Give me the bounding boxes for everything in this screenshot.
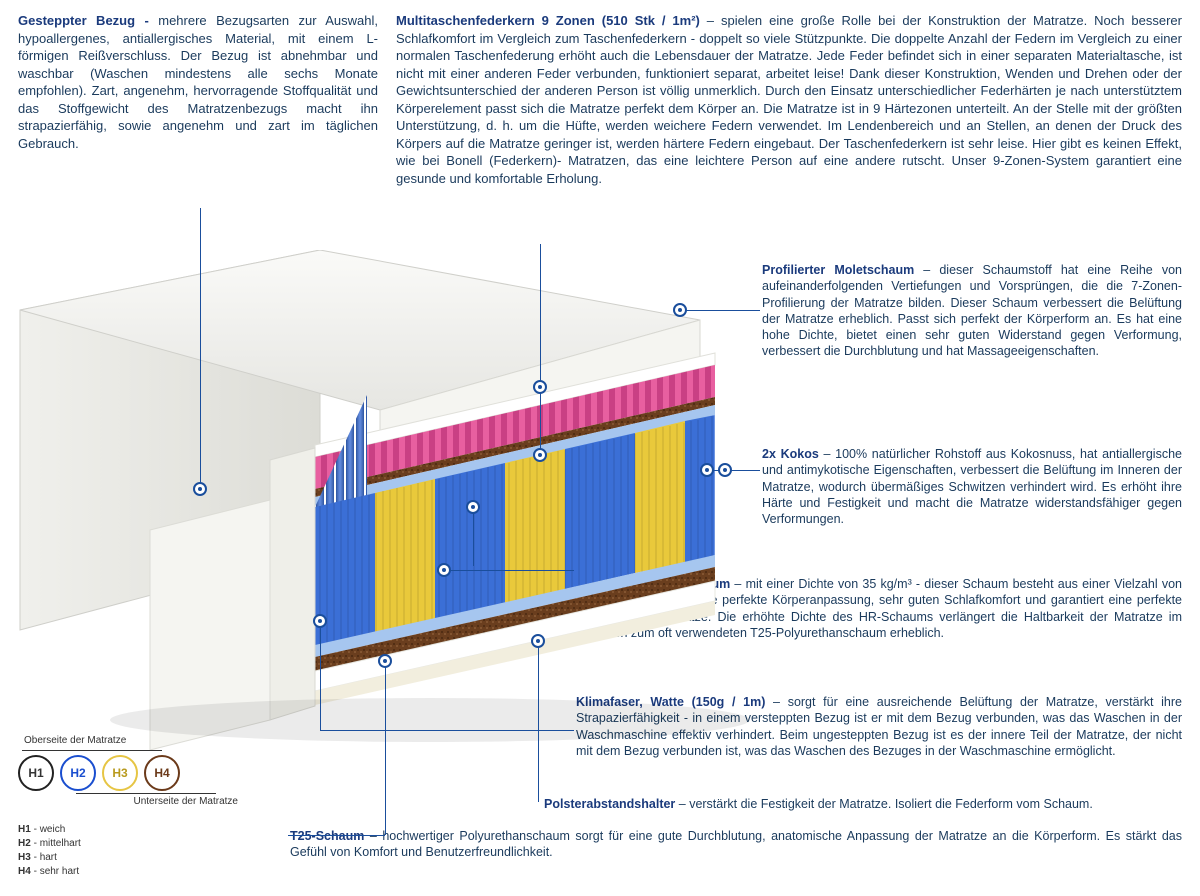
- springs-body: – spielen eine große Rolle bei der Konst…: [396, 13, 1182, 186]
- section-molet: Profilierter Moletschaum – dieser Schaum…: [762, 262, 1182, 360]
- molet-title: Profilierter Moletschaum: [762, 263, 914, 277]
- polster-title: Polsterabstandshalter: [544, 797, 675, 811]
- springs-title: Multitaschenfederkern 9 Zonen (510 Stk /…: [396, 13, 707, 28]
- hardness-h2: H2: [60, 755, 96, 791]
- cover-body: mehrere Bezugsarten zur Auswahl, hypoall…: [18, 13, 378, 151]
- hardness-h4: H4: [144, 755, 180, 791]
- hardness-list: H1 - weich H2 - mittelhart H3 - hart H4 …: [18, 823, 298, 879]
- hardness-h3: H3: [102, 755, 138, 791]
- section-kokos: 2x Kokos – 100% natürlicher Rohstoff aus…: [762, 446, 1182, 527]
- hardness-legend: Oberseite der Matratze H1 H2 H3 H4 Unter…: [18, 735, 298, 879]
- cover-title: Gesteppter Bezug -: [18, 13, 158, 28]
- legend-bottom-label: Unterseite der Matratze: [18, 796, 238, 807]
- kokos-title: 2x Kokos: [762, 447, 819, 461]
- section-t25: T25-Schaum – hochwertiger Polyurethansch…: [290, 828, 1182, 861]
- kokos-body: – 100% natürlicher Rohstoff aus Kokosnus…: [762, 447, 1182, 526]
- t25-body: – hochwertiger Polyurethanschaum sorgt f…: [290, 829, 1182, 859]
- polster-body: – verstärkt die Festigkeit der Matratze.…: [675, 797, 1093, 811]
- section-springs: Multitaschenfederkern 9 Zonen (510 Stk /…: [396, 12, 1182, 187]
- hardness-h1: H1: [18, 755, 54, 791]
- section-cover: Gesteppter Bezug - mehrere Bezugsarten z…: [18, 12, 378, 187]
- t25-title: T25-Schaum: [290, 829, 364, 843]
- molet-body: – dieser Schaumstoff hat eine Reihe von …: [762, 263, 1182, 358]
- mattress-diagram: [0, 250, 760, 750]
- section-polster: Polsterabstandshalter – verstärkt die Fe…: [544, 796, 1182, 812]
